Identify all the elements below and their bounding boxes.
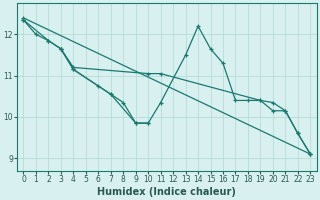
X-axis label: Humidex (Indice chaleur): Humidex (Indice chaleur) — [98, 187, 236, 197]
